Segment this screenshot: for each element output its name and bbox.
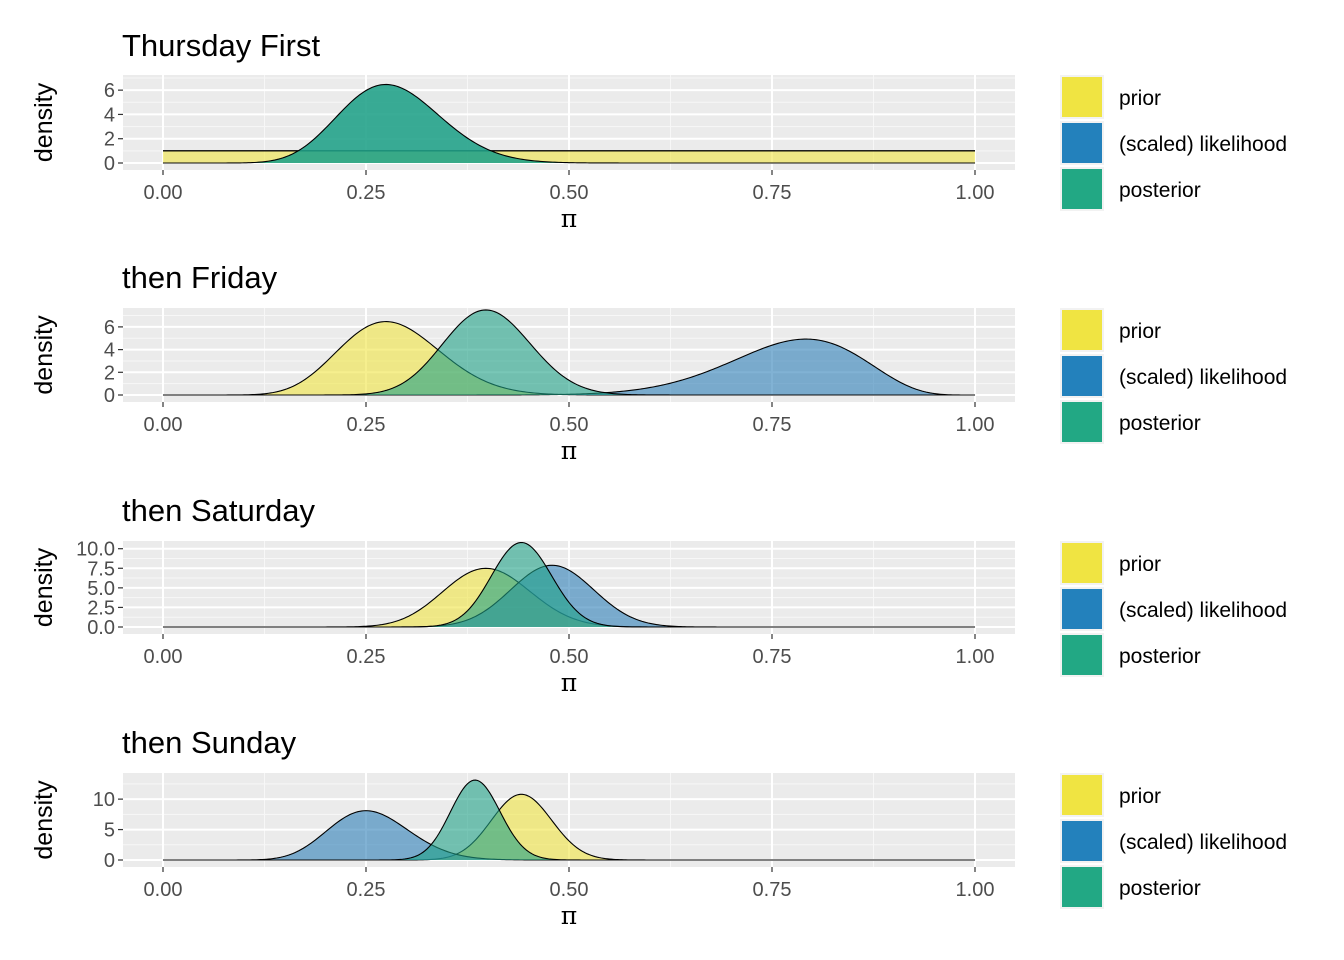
x-tick-label: 0.00 xyxy=(144,414,183,436)
legend: prior (scaled) likelihood posterior xyxy=(1060,308,1287,444)
x-tick-label: 1.00 xyxy=(956,879,995,901)
y-tick-label: 10.0 xyxy=(76,539,115,561)
legend-label: prior xyxy=(1119,785,1161,808)
x-axis-title: π xyxy=(561,668,577,697)
y-tick-label: 4 xyxy=(104,104,115,126)
legend-label: (scaled) likelihood xyxy=(1119,599,1287,622)
x-tick-label: 0.75 xyxy=(753,646,792,668)
y-tick-label: 5 xyxy=(104,820,115,842)
y-axis-title: density xyxy=(30,547,58,627)
curve-posterior xyxy=(163,779,975,861)
x-tick-label: 0.50 xyxy=(550,182,589,204)
area-scaled-likelihood xyxy=(163,810,975,860)
legend-key xyxy=(1062,589,1102,629)
y-tick-label: 2 xyxy=(104,362,115,384)
y-tick-label: 7.5 xyxy=(87,558,115,580)
x-tick-label: 0.75 xyxy=(753,879,792,901)
x-tick-label: 1.00 xyxy=(956,182,995,204)
x-tick-label: 0.00 xyxy=(144,646,183,668)
x-tick-label: 0.25 xyxy=(347,182,386,204)
y-tick-label: 6 xyxy=(104,80,115,102)
x-tick-label: 0.00 xyxy=(144,879,183,901)
legend: prior (scaled) likelihood posterior xyxy=(1060,541,1287,677)
legend-label: posterior xyxy=(1119,645,1201,668)
curve-posterior xyxy=(163,309,975,396)
y-tick-label: 0.0 xyxy=(87,617,115,639)
y-tick-label: 0 xyxy=(104,153,115,175)
curve-posterior xyxy=(163,541,975,628)
x-tick-label: 1.00 xyxy=(956,646,995,668)
x-tick-label: 1.00 xyxy=(956,414,995,436)
y-axis-title: density xyxy=(30,780,58,860)
x-tick-label: 0.50 xyxy=(550,646,589,668)
legend-key xyxy=(1062,635,1102,675)
panel-title: then Saturday xyxy=(122,493,316,528)
y-tick-label: 4 xyxy=(104,340,115,362)
x-tick-label: 0.75 xyxy=(753,182,792,204)
x-tick-label: 0.00 xyxy=(144,182,183,204)
y-axis-title: density xyxy=(30,315,58,395)
legend-key xyxy=(1062,356,1102,396)
x-tick-label: 0.25 xyxy=(347,414,386,436)
panel-title: then Friday xyxy=(122,260,278,295)
legend-label: (scaled) likelihood xyxy=(1119,366,1287,389)
legend-key xyxy=(1062,821,1102,861)
legend-key xyxy=(1062,77,1102,117)
legend-label: prior xyxy=(1119,553,1161,576)
legend-label: prior xyxy=(1119,320,1161,343)
area-posterior xyxy=(163,84,975,163)
legend-key xyxy=(1062,123,1102,163)
panel-1: Thursday First 02 46 0.00 0.25 0.50 0.75 1.00 π d… xyxy=(30,28,1015,233)
x-tick-label: 0.50 xyxy=(550,414,589,436)
x-tick-label: 0.75 xyxy=(753,414,792,436)
x-tick-label: 0.50 xyxy=(550,879,589,901)
legend-label: (scaled) likelihood xyxy=(1119,831,1287,854)
curve-posterior xyxy=(163,83,975,164)
legend-label: posterior xyxy=(1119,179,1201,202)
legend: prior (scaled) likelihood posterior xyxy=(1060,75,1287,211)
legend-key xyxy=(1062,402,1102,442)
x-axis-title: π xyxy=(561,204,577,233)
panel-3: then Saturday 0.02.55.07.510.0 0.00 0.25 0.5… xyxy=(30,493,1015,697)
legend-key xyxy=(1062,775,1102,815)
panel-4: then Sunday 0 5 10 0.00 0.25 0.50 0.75 1.00 π dens… xyxy=(30,725,1015,930)
legend-label: posterior xyxy=(1119,877,1201,900)
legend: prior (scaled) likelihood posterior xyxy=(1060,773,1287,909)
legend-key xyxy=(1062,543,1102,583)
y-tick-label: 2.5 xyxy=(87,597,115,619)
area-prior xyxy=(163,321,975,395)
area-scaled-likelihood xyxy=(163,339,975,395)
legend-label: prior xyxy=(1119,87,1161,110)
panel-title: Thursday First xyxy=(122,28,320,63)
legend-key xyxy=(1062,169,1102,209)
legend-label: (scaled) likelihood xyxy=(1119,133,1287,156)
area-prior xyxy=(163,794,975,860)
y-tick-label: 0 xyxy=(104,385,115,407)
x-tick-label: 0.25 xyxy=(347,879,386,901)
x-axis-title: π xyxy=(561,436,577,465)
panel-title: then Sunday xyxy=(122,725,297,760)
y-tick-label: 10 xyxy=(93,789,115,811)
x-axis-title: π xyxy=(561,901,577,930)
y-tick-label: 6 xyxy=(104,317,115,339)
x-tick-label: 0.25 xyxy=(347,646,386,668)
area-posterior xyxy=(163,542,975,627)
area-scaled-likelihood xyxy=(163,565,975,627)
y-axis-title: density xyxy=(30,82,58,162)
legend-key xyxy=(1062,310,1102,350)
legend-label: posterior xyxy=(1119,412,1201,435)
y-tick-label: 0 xyxy=(104,850,115,872)
y-tick-label: 5.0 xyxy=(87,578,115,600)
y-tick-label: 2 xyxy=(104,129,115,151)
legend-key xyxy=(1062,867,1102,907)
